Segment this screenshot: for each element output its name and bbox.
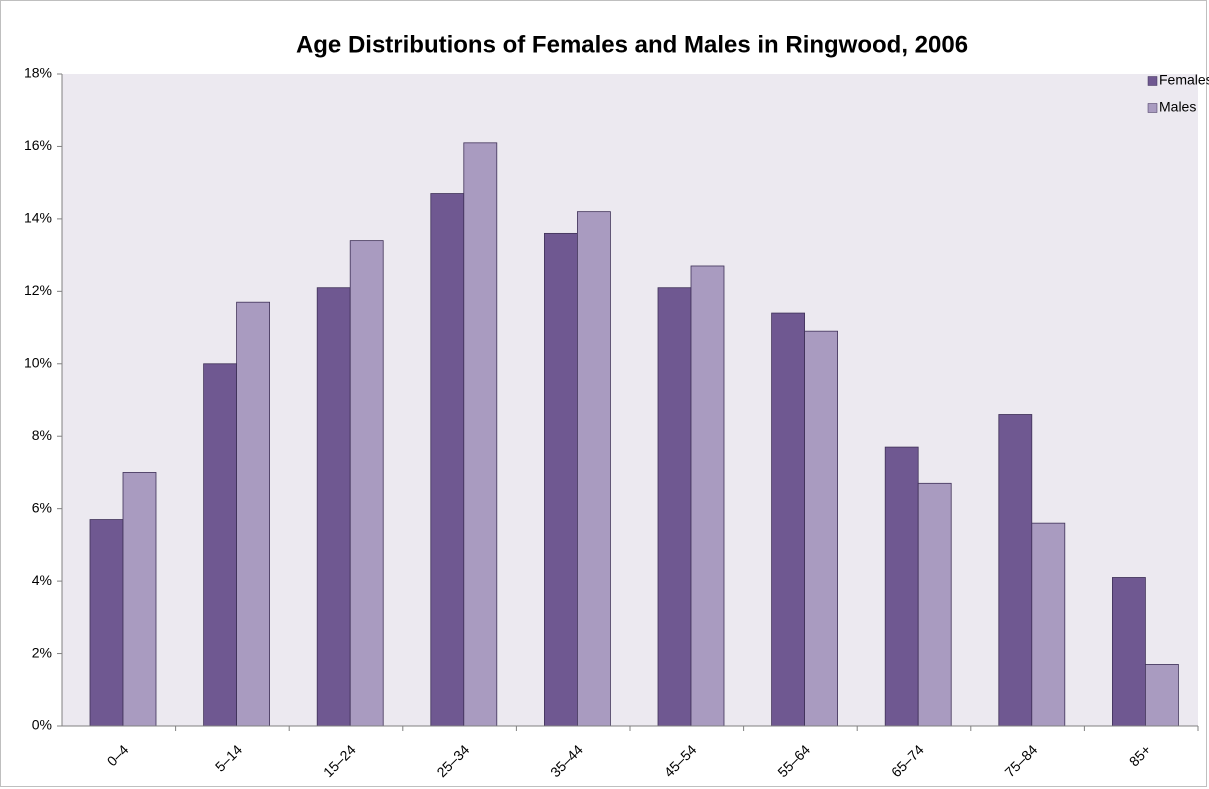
bar (657, 287, 692, 727)
legend-swatch (1147, 76, 1158, 86)
bar (430, 193, 465, 727)
y-tick-label: 10% (24, 354, 52, 370)
legend-label: Females (1159, 72, 1209, 88)
bar (349, 240, 384, 727)
bar (804, 330, 838, 727)
y-tick-label: 18% (24, 65, 52, 81)
bar (463, 142, 498, 727)
bar (89, 519, 124, 727)
bar (917, 482, 952, 727)
y-tick-label: 8% (32, 427, 52, 443)
bar (690, 265, 725, 727)
legend-swatch (1147, 103, 1158, 113)
y-tick-label: 6% (32, 499, 52, 515)
y-tick-label: 2% (32, 644, 52, 660)
bar (316, 287, 351, 727)
y-tick-label: 4% (32, 572, 52, 588)
bar (1112, 577, 1146, 727)
y-tick-label: 12% (24, 282, 52, 298)
y-tick-label: 14% (24, 210, 52, 226)
bar (236, 301, 271, 727)
chart-title: Age Distributions of Females and Males i… (296, 31, 968, 58)
bar (203, 363, 238, 727)
bar (771, 312, 805, 727)
legend-label: Males (1159, 99, 1196, 115)
bar (122, 472, 157, 727)
y-tick-label: 0% (32, 717, 52, 733)
bar (1031, 522, 1066, 727)
y-tick-label: 16% (24, 137, 52, 153)
bar (577, 211, 611, 727)
bar (998, 414, 1033, 727)
bar (1145, 664, 1179, 727)
bar (544, 232, 578, 727)
bar (884, 446, 919, 727)
